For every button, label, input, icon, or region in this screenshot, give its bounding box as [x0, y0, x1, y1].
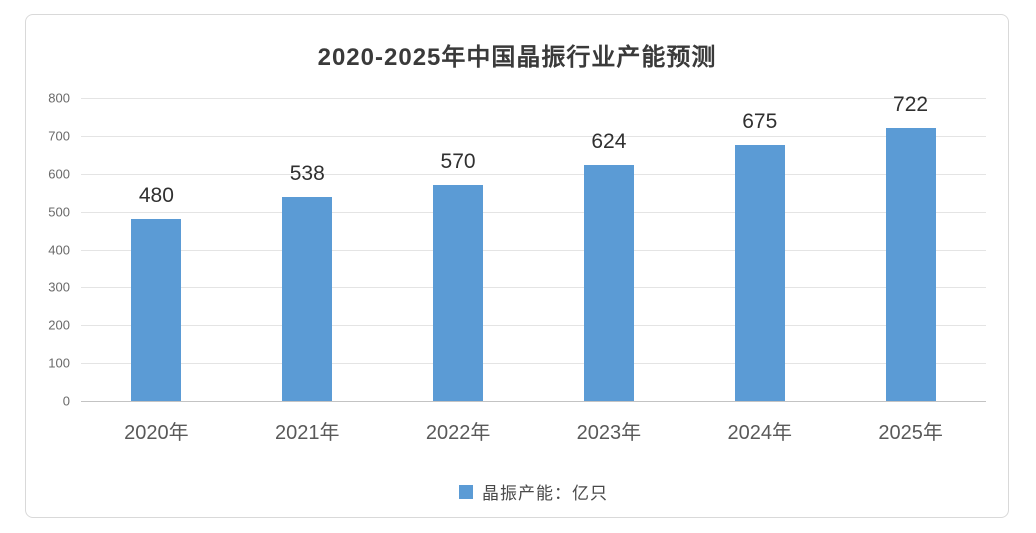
- gridline: [81, 135, 986, 137]
- x-tick-label: 2020年: [124, 422, 189, 444]
- chart-title: 2020-2025年中国晶振行业产能预测: [317, 44, 717, 71]
- y-tick-label: 0: [62, 393, 70, 409]
- x-tick-label: 2021年: [275, 422, 340, 444]
- y-tick-label: 500: [48, 204, 70, 220]
- y-tick-label: 600: [48, 166, 70, 182]
- x-tick-label: 2025年: [878, 422, 943, 444]
- x-tick-label: 2022年: [425, 422, 491, 444]
- bar-2024年: [734, 145, 785, 401]
- bar-2021年: [282, 197, 333, 401]
- legend-label: 晶振产能：亿只: [482, 484, 608, 503]
- y-tick-label: 700: [48, 128, 70, 144]
- bar-2023年: [583, 164, 634, 401]
- gridline: [81, 363, 986, 365]
- bar-value-label: 675: [742, 110, 778, 134]
- bar-value-label: 538: [289, 162, 325, 186]
- gridline: [81, 173, 986, 175]
- y-tick-label: 300: [48, 279, 70, 295]
- y-tick-label: 100: [48, 355, 70, 371]
- gridline: [81, 98, 986, 99]
- y-tick-label: 200: [48, 317, 70, 333]
- bar-value-label: 480: [138, 184, 174, 208]
- plot-area: 0 100 200 300 400 500 600 700 800 480 2020年 538 2021…: [48, 91, 986, 444]
- legend: 晶振产能：亿只: [81, 479, 986, 504]
- bar-2022年: [433, 185, 484, 401]
- x-tick-label: 2023年: [576, 422, 642, 444]
- bar-value-label: 570: [440, 150, 476, 174]
- gridline: [81, 287, 986, 289]
- gridline: [81, 325, 986, 327]
- x-tick-label: 2024年: [727, 422, 793, 444]
- y-tick-label: 400: [48, 242, 70, 257]
- gridline: [81, 249, 986, 251]
- bar-value-label: 624: [591, 129, 627, 153]
- bar-value-label: 722: [893, 92, 929, 116]
- bar-2020年: [131, 219, 182, 401]
- y-tick-label: 800: [48, 90, 70, 106]
- gridline: [81, 211, 986, 213]
- legend-swatch-icon: [459, 484, 473, 499]
- bar-2025年: [885, 127, 936, 401]
- x-axis-line: [81, 401, 986, 402]
- chart-card: 2020-2025年中国晶振行业产能预测 0 100 200 300 400 500 600…: [25, 14, 1009, 518]
